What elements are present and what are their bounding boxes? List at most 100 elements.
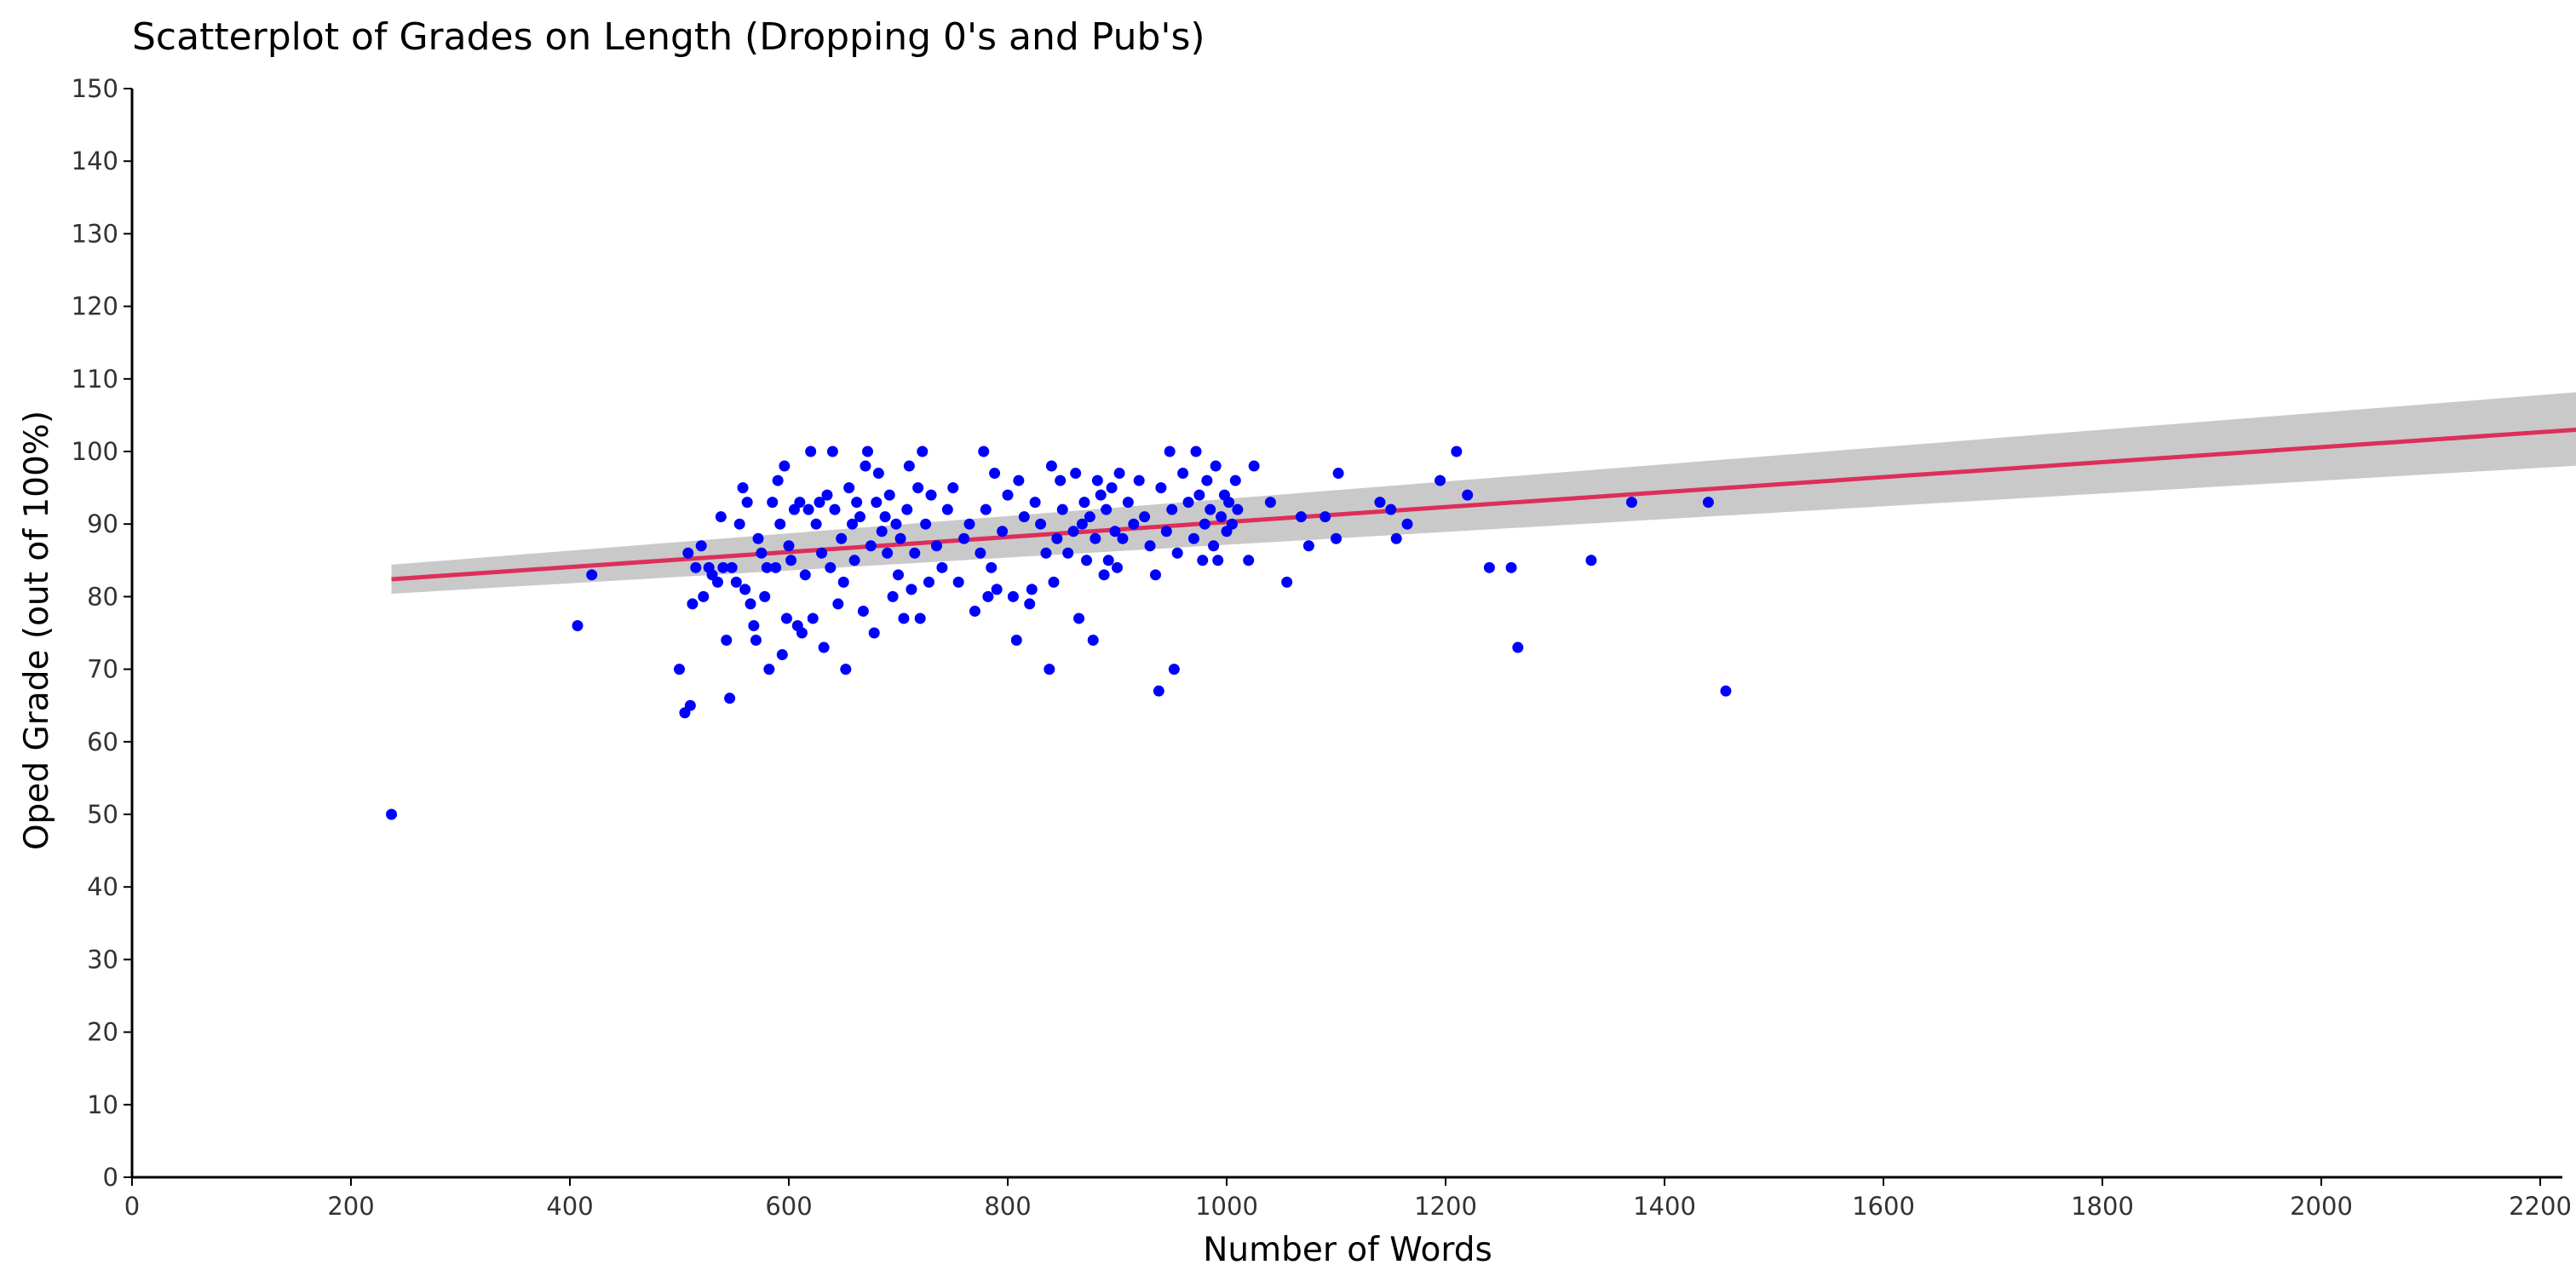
data-point [1625, 497, 1637, 509]
data-point [756, 547, 768, 559]
data-point [1062, 547, 1074, 559]
data-point [1018, 511, 1030, 523]
data-point [682, 547, 694, 559]
data-point [730, 576, 742, 588]
data-point [783, 540, 795, 552]
data-point [898, 612, 910, 624]
data-point [843, 482, 855, 494]
data-point [1168, 664, 1180, 676]
data-point [1007, 590, 1019, 602]
data-point [1081, 555, 1093, 566]
data-point [894, 532, 906, 544]
data-point [1331, 532, 1342, 544]
data-point [879, 511, 891, 523]
y-tick-label: 140 [72, 147, 118, 175]
data-point [1585, 555, 1597, 566]
confidence-band [391, 392, 2576, 594]
data-point [794, 497, 806, 509]
data-point [883, 489, 895, 501]
data-point [1055, 474, 1067, 486]
data-point [711, 576, 723, 588]
data-point [1390, 532, 1402, 544]
data-point [851, 497, 863, 509]
data-point [1232, 503, 1244, 515]
y-tick-label: 130 [72, 219, 118, 248]
data-point [1702, 497, 1714, 509]
data-point [1226, 518, 1238, 530]
data-point [698, 590, 710, 602]
x-tick-label: 800 [984, 1192, 1031, 1221]
data-point [958, 532, 970, 544]
data-point [1090, 532, 1101, 544]
y-tick-label: 20 [87, 1018, 118, 1047]
data-point [1013, 474, 1025, 486]
data-point [1095, 489, 1107, 501]
data-point [1193, 489, 1205, 501]
data-point [857, 605, 869, 617]
data-point [1512, 641, 1524, 653]
data-point [386, 808, 398, 820]
data-point [969, 605, 980, 617]
data-point [726, 561, 738, 573]
data-point [1067, 526, 1079, 538]
data-point [1720, 685, 1732, 697]
data-point [572, 619, 584, 631]
data-point [963, 518, 975, 530]
x-tick-label: 2000 [2290, 1192, 2353, 1221]
data-point [1109, 526, 1121, 538]
data-point [814, 497, 825, 509]
data-point [715, 511, 727, 523]
chart-title: Scatterplot of Grades on Length (Droppin… [132, 15, 1205, 59]
data-point [925, 489, 937, 501]
data-point [1199, 518, 1210, 530]
data-point [1302, 540, 1314, 552]
data-point [761, 561, 773, 573]
data-point [1078, 497, 1090, 509]
data-point [1208, 540, 1220, 552]
data-point [684, 699, 696, 711]
data-point [1139, 511, 1151, 523]
data-point [952, 576, 964, 588]
data-point [695, 540, 707, 552]
data-point [805, 446, 817, 457]
data-point [1101, 503, 1113, 515]
data-point [1187, 532, 1199, 544]
data-point [1117, 532, 1129, 544]
data-point [717, 561, 729, 573]
data-point [1024, 598, 1036, 610]
data-point [837, 576, 849, 588]
x-tick-label: 1600 [1852, 1192, 1915, 1221]
x-tick-label: 1000 [1195, 1192, 1258, 1221]
data-point [759, 590, 771, 602]
data-point [917, 446, 929, 457]
data-point [1035, 518, 1047, 530]
y-ticks: 0 10 20 30 40 50 60 70 80 90 100 110 120 130 140 150 [72, 74, 132, 1192]
data-point [739, 584, 751, 595]
data-point [1056, 503, 1068, 515]
data-point [847, 518, 859, 530]
data-point [1264, 497, 1276, 509]
y-tick-label: 100 [72, 437, 118, 466]
y-tick-label: 30 [87, 945, 118, 974]
data-point [1295, 511, 1307, 523]
data-point [1210, 460, 1222, 472]
data-point [920, 518, 932, 530]
data-point [1197, 555, 1209, 566]
x-tick-label: 2200 [2509, 1192, 2572, 1221]
data-point [1332, 468, 1344, 480]
data-point [1385, 503, 1397, 515]
x-tick-label: 200 [327, 1192, 374, 1221]
data-point [1201, 474, 1213, 486]
data-point [1051, 532, 1063, 544]
data-point [674, 664, 685, 676]
data-point [876, 526, 888, 538]
data-point [1212, 555, 1224, 566]
data-point [986, 561, 998, 573]
data-point [785, 555, 797, 566]
data-point [982, 590, 994, 602]
data-point [882, 547, 894, 559]
data-point [912, 482, 924, 494]
data-point [780, 612, 792, 624]
data-point [975, 547, 986, 559]
